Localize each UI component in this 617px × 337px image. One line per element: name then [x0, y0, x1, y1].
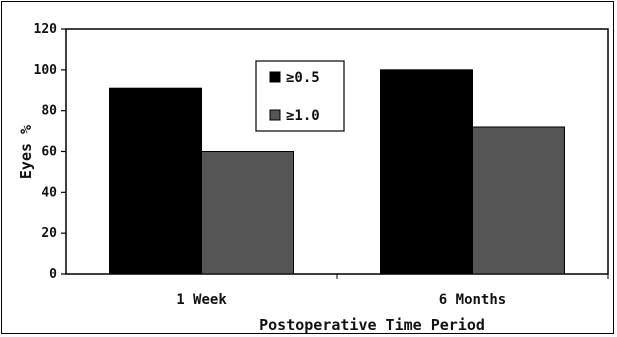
y-tick-label: 40 — [41, 185, 57, 200]
legend-swatch-series-1 — [269, 71, 281, 83]
y-axis-ticks: 0 20 40 60 80 100 120 — [34, 22, 66, 282]
bar-series-1-2 — [380, 69, 473, 275]
y-tick-label: 0 — [49, 267, 57, 282]
x-category-label: 1 Week — [176, 292, 227, 308]
legend-swatch-series-2 — [269, 109, 281, 121]
bar-series-1-1 — [109, 87, 202, 275]
y-tick-label: 80 — [41, 104, 57, 119]
legend: ≥0.5 ≥1.0 — [255, 60, 345, 132]
x-axis-label: Postoperative Time Period — [259, 316, 485, 334]
y-tick-label: 100 — [34, 63, 58, 78]
bar-series-2-2 — [472, 126, 565, 275]
y-axis-label: Eyes % — [17, 125, 35, 179]
y-tick-label: 20 — [41, 226, 57, 241]
y-tick-label: 120 — [34, 22, 58, 37]
y-tick-label: 60 — [41, 145, 57, 160]
x-axis-categories: 1 Week 6 Months — [176, 274, 609, 308]
legend-label-series-2: ≥1.0 — [286, 108, 320, 124]
bar-series — [109, 69, 565, 275]
legend-label-series-1: ≥0.5 — [286, 70, 320, 86]
x-category-label: 6 Months — [439, 292, 506, 308]
bar-series-2-1 — [201, 151, 294, 275]
